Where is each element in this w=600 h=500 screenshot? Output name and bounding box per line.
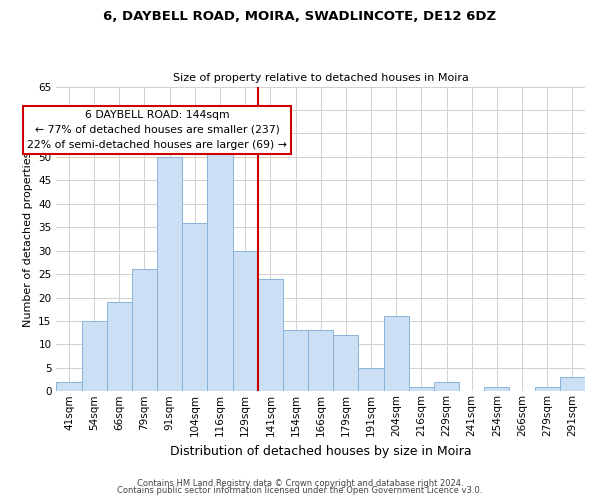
- Text: 6 DAYBELL ROAD: 144sqm
← 77% of detached houses are smaller (237)
22% of semi-de: 6 DAYBELL ROAD: 144sqm ← 77% of detached…: [27, 110, 287, 150]
- Bar: [535, 386, 560, 392]
- Bar: [157, 157, 182, 392]
- Bar: [56, 382, 82, 392]
- X-axis label: Distribution of detached houses by size in Moira: Distribution of detached houses by size …: [170, 444, 472, 458]
- Text: Contains public sector information licensed under the Open Government Licence v3: Contains public sector information licen…: [118, 486, 482, 495]
- Bar: [409, 386, 434, 392]
- Bar: [333, 335, 358, 392]
- Bar: [560, 377, 585, 392]
- Bar: [82, 321, 107, 392]
- Y-axis label: Number of detached properties: Number of detached properties: [23, 151, 32, 326]
- Bar: [107, 302, 132, 392]
- Bar: [434, 382, 459, 392]
- Bar: [283, 330, 308, 392]
- Bar: [308, 330, 333, 392]
- Text: 6, DAYBELL ROAD, MOIRA, SWADLINCOTE, DE12 6DZ: 6, DAYBELL ROAD, MOIRA, SWADLINCOTE, DE1…: [103, 10, 497, 23]
- Bar: [208, 148, 233, 392]
- Bar: [182, 222, 208, 392]
- Bar: [132, 270, 157, 392]
- Title: Size of property relative to detached houses in Moira: Size of property relative to detached ho…: [173, 73, 469, 83]
- Bar: [383, 316, 409, 392]
- Bar: [484, 386, 509, 392]
- Bar: [258, 279, 283, 392]
- Bar: [233, 250, 258, 392]
- Text: Contains HM Land Registry data © Crown copyright and database right 2024.: Contains HM Land Registry data © Crown c…: [137, 478, 463, 488]
- Bar: [358, 368, 383, 392]
